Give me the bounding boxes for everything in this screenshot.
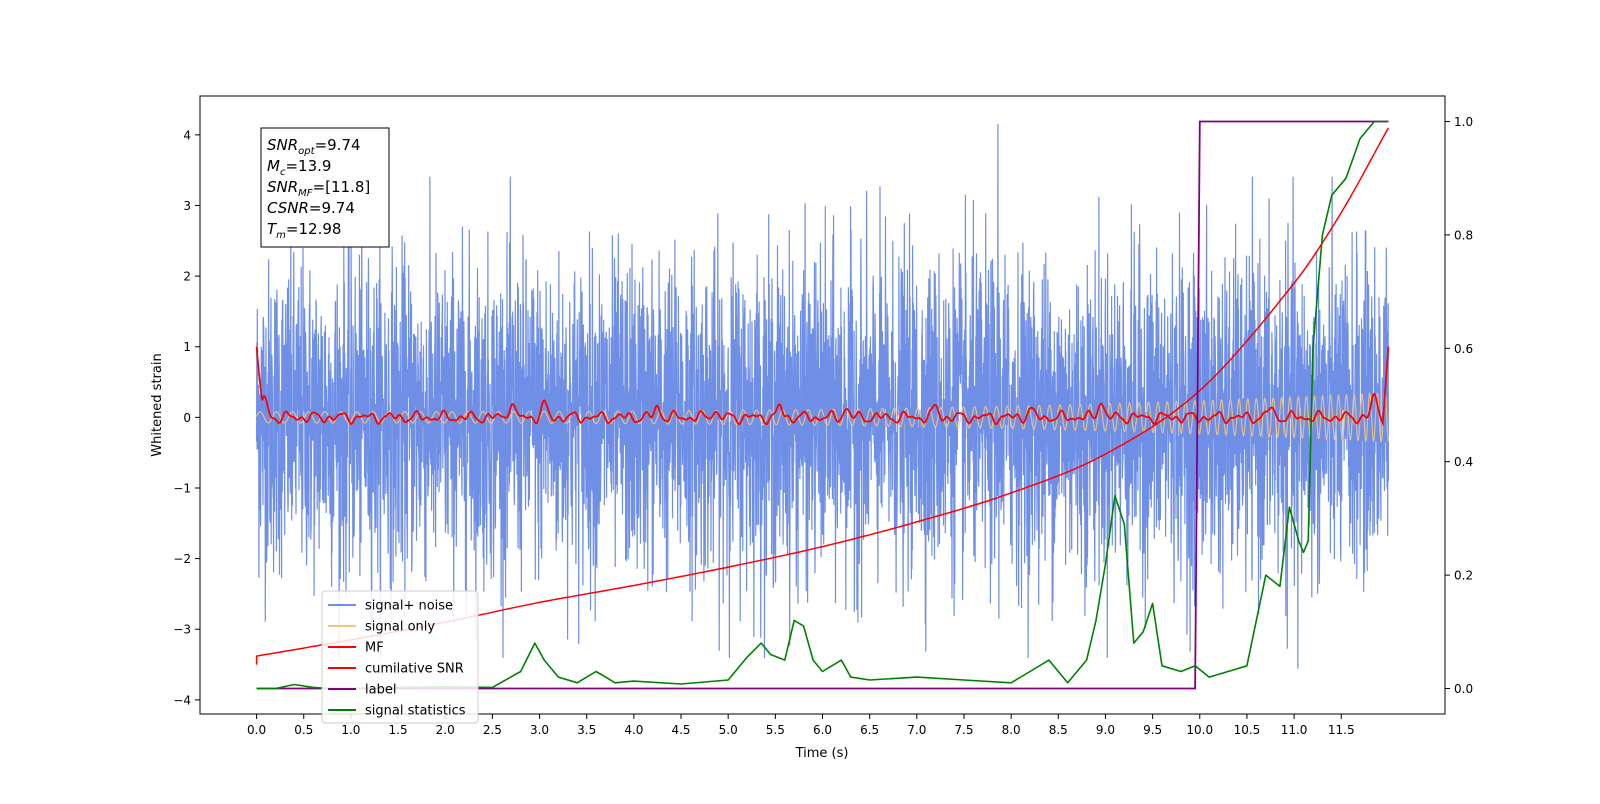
x-axis-ticks: 0.0 0.5 1.0 1.5 2.0 2.5 3.0 3.5 4.0 4.5 5.0 5.5 6.0 6… (247, 714, 1355, 737)
x-tick-label: 2.0 (436, 723, 455, 737)
x-tick-label: 7.0 (907, 723, 926, 737)
x-tick-label: 8.5 (1049, 723, 1068, 737)
x-tick-label: 1.5 (389, 723, 408, 737)
series-mf (255, 346, 1390, 427)
legend-label: MF (365, 641, 384, 656)
y2-tick-label: 0.8 (1454, 228, 1473, 242)
x-tick-label: 9.5 (1143, 723, 1162, 737)
legend-frame (321, 590, 479, 724)
x-tick-label: 0.5 (294, 723, 313, 737)
y-tick-label: 1 (183, 340, 191, 354)
x-tick-label: 3.0 (530, 723, 549, 737)
y-tick-label: 3 (183, 199, 191, 213)
x-tick-label: 6.0 (813, 723, 832, 737)
annotation-line: Mc=13.9 (267, 157, 331, 178)
y-tick-label: 4 (183, 128, 191, 142)
x-tick-label: 6.5 (860, 723, 879, 737)
x-axis-label: Time (s) (795, 746, 849, 761)
annotation-line: SNRMF=[11.8] (267, 178, 370, 199)
x-tick-label: 11.5 (1328, 723, 1355, 737)
y2-tick-label: 0.6 (1454, 342, 1473, 356)
annotation-frame (260, 127, 390, 248)
x-tick-label: 4.5 (671, 723, 690, 737)
y2-tick-label: 0.4 (1454, 455, 1473, 469)
x-tick-label: 5.5 (766, 723, 785, 737)
legend-label: cumilative SNR (365, 662, 464, 677)
x-tick-label: 1.0 (341, 723, 360, 737)
y-tick-label: −4 (173, 693, 191, 707)
y2-tick-label: 0.2 (1454, 569, 1473, 583)
legend-label: signal only (365, 620, 435, 635)
series-signal-noise (256, 123, 1389, 669)
annotation-line: SNRopt=9.74 (267, 136, 361, 157)
x-tick-label: 4.0 (624, 723, 643, 737)
y-tick-label: −2 (173, 552, 191, 566)
series-signal-only (256, 390, 1389, 444)
x-tick-label: 9.0 (1096, 723, 1115, 737)
y2-axis-ticks: 1.0 0.8 0.6 0.4 0.2 0.0 (1445, 115, 1473, 696)
y-tick-label: 0 (183, 411, 191, 425)
y2-tick-label: 0.0 (1454, 682, 1473, 696)
series-signal-statistics (256, 120, 1389, 690)
annotation-line: Tm=12.98 (267, 220, 341, 241)
legend: signal+ noise signal only MF cumilative SNR… (321, 590, 479, 724)
x-tick-label: 8.0 (1002, 723, 1021, 737)
x-tick-label: 2.5 (483, 723, 502, 737)
y-tick-label: −1 (173, 481, 191, 495)
legend-label: label (365, 683, 396, 698)
legend-label: signal statistics (365, 704, 466, 719)
x-tick-label: 11.0 (1281, 723, 1308, 737)
annotation-line: CSNR=9.74 (267, 199, 355, 217)
x-tick-label: 3.5 (577, 723, 596, 737)
series-label (256, 120, 1389, 690)
x-tick-label: 5.0 (719, 723, 738, 737)
x-tick-label: 0.0 (247, 723, 266, 737)
legend-label: signal+ noise (365, 599, 453, 614)
x-tick-label: 10.5 (1234, 723, 1261, 737)
y-axis-ticks: 4 3 2 1 0 −1 −2 −3 −4 (173, 128, 200, 707)
y2-tick-label: 1.0 (1454, 115, 1473, 129)
y-tick-label: 2 (183, 270, 191, 284)
x-tick-label: 7.5 (954, 723, 973, 737)
y-tick-label: −3 (173, 623, 191, 637)
y-axis-label: Whitened strain (150, 353, 165, 456)
x-tick-label: 10.0 (1186, 723, 1213, 737)
